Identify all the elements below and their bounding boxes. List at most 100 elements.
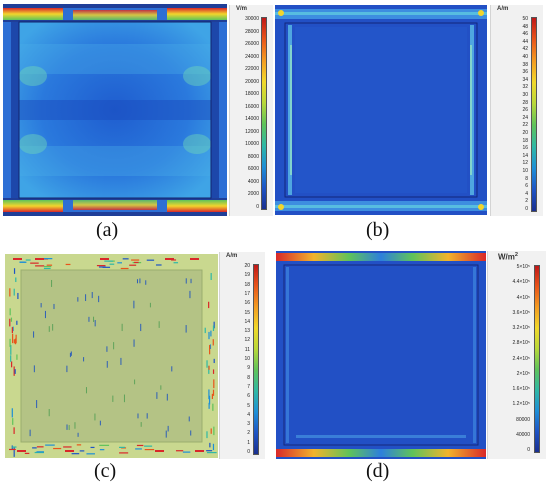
colorbar-tick-label: 16 [522, 145, 528, 152]
current-arrow [213, 321, 215, 329]
current-arrow [165, 430, 167, 438]
current-arrow [146, 413, 148, 419]
colorbar-unit-a: V/m [236, 6, 248, 12]
colorbar-tick-label: 12000 [245, 128, 259, 135]
current-arrow [129, 264, 137, 266]
current-arrow [99, 420, 101, 426]
current-arrow [12, 326, 14, 332]
colorbar-tick-label: 40000 [516, 431, 530, 438]
current-arrow [173, 262, 179, 264]
colorbar-tick-label: 28 [522, 99, 528, 106]
current-arrow [136, 444, 144, 447]
colorbar-tick-label: 8 [247, 374, 250, 381]
current-arrow [70, 351, 72, 356]
current-arrow [209, 442, 211, 448]
colorbar-tick-label: 36 [522, 69, 528, 76]
current-arrow [53, 303, 55, 310]
current-arrow [15, 334, 17, 344]
current-arrow [44, 310, 46, 319]
current-arrow [208, 365, 210, 374]
colorbar-ticks-b: 50 48 46 44 42 40 38 36 34 32 30 28 26 24 22 20 18 16 14 12… [491, 16, 528, 212]
colorbar-b [531, 17, 537, 212]
current-arrow [30, 262, 39, 264]
current-arrow [185, 325, 187, 333]
current-arrow [88, 316, 90, 322]
current-arrow [211, 393, 214, 400]
current-arrow [165, 258, 174, 260]
colorbar-tick-label: 6 [247, 393, 250, 400]
current-arrow [43, 265, 52, 268]
colorbar-tick-label: 4.4×10⁵ [512, 279, 530, 286]
current-arrow [140, 422, 142, 427]
current-arrow [175, 450, 184, 452]
current-arrow [48, 326, 50, 332]
current-arrow [213, 358, 215, 364]
surface-current-plot [5, 254, 218, 458]
caption-b: (b) [366, 219, 390, 241]
current-arrow [144, 448, 155, 451]
current-arrow [85, 294, 87, 301]
colorbar-tick-label: 28000 [245, 28, 259, 35]
colorbar-tick-label: 10 [522, 168, 528, 174]
power-flow-plot [276, 251, 486, 459]
colorbar-ticks-d: 5×10⁵ 4.4×10⁵ 4×10⁵ 3.6×10⁵ 3.2×10⁵ 2.8×10⁵ 2.… [488, 264, 530, 453]
colorbar-tick-label: 2000 [247, 191, 259, 198]
current-arrow [189, 290, 191, 299]
colorbar-tick-label: 18000 [245, 91, 259, 98]
current-arrow [182, 451, 191, 453]
caption-d: (d) [366, 460, 390, 482]
current-arrow [76, 444, 82, 446]
current-arrow [13, 258, 22, 260]
hot-band-top-left [3, 8, 63, 20]
current-arrow [13, 447, 15, 457]
current-arrow [109, 263, 115, 265]
current-arrow [113, 342, 115, 350]
current-arrow [106, 361, 108, 368]
current-arrow [79, 450, 85, 452]
current-arrow [51, 279, 53, 287]
current-arrow [149, 302, 151, 308]
current-arrow [12, 418, 14, 425]
hot-band-top [276, 253, 486, 261]
current-arrow [35, 258, 44, 260]
current-arrow [11, 446, 17, 448]
current-arrow [34, 451, 45, 454]
current-arrow [96, 265, 106, 267]
current-arrow [13, 288, 15, 296]
colorbar-unit-b: A/m [497, 6, 509, 12]
current-arrow [100, 258, 109, 260]
electric-field-map [3, 4, 227, 216]
current-arrow [119, 446, 126, 448]
colorbar-tick-label: 8000 [247, 153, 259, 160]
current-arrow [119, 452, 129, 454]
current-arrow [98, 295, 100, 303]
colorbar-tick-label: 24000 [245, 53, 259, 60]
colorbar-tick-label: 5 [247, 402, 250, 409]
current-arrow [210, 273, 212, 281]
current-arrow [206, 450, 213, 452]
current-arrow [206, 431, 208, 439]
colorbar-tick-label: 0 [527, 447, 530, 453]
current-arrow [209, 344, 212, 349]
current-arrow [210, 428, 212, 434]
colorbar-tick-label: 34 [522, 76, 528, 83]
current-arrow [134, 379, 136, 385]
colorbar-tick-label: 22000 [245, 66, 259, 73]
current-arrow [66, 365, 68, 373]
current-arrow [112, 395, 114, 402]
current-arrow [45, 444, 55, 446]
current-arrow [190, 258, 199, 260]
colorbar-tick-label: 20 [244, 263, 250, 269]
current-arrow [120, 357, 122, 365]
colorbar-tick-label: 3.6×10⁵ [512, 309, 530, 316]
colorbar-tick-label: 46 [522, 31, 528, 38]
current-arrow [10, 345, 12, 355]
current-arrow [206, 360, 208, 368]
current-arrow [136, 279, 138, 284]
current-arrow [29, 429, 31, 437]
colorbar-tick-label: 3.2×10⁵ [512, 325, 530, 331]
current-arrow [117, 262, 122, 264]
colorbar-tick-label: 0 [256, 204, 259, 210]
colorbar-tick-label: 26000 [245, 41, 259, 48]
current-arrow [52, 324, 54, 331]
